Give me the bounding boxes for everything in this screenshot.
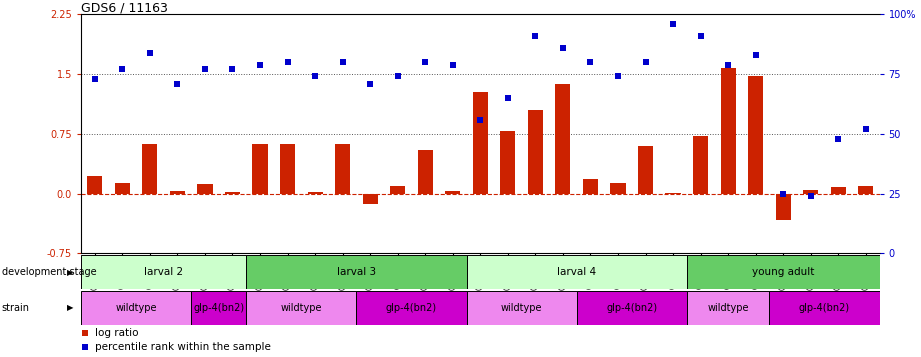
Point <box>775 191 790 196</box>
Text: ▶: ▶ <box>67 268 74 277</box>
Bar <box>803 191 818 193</box>
Bar <box>831 187 845 193</box>
Bar <box>748 76 764 193</box>
Bar <box>81 255 246 289</box>
Point <box>170 81 185 86</box>
Bar <box>858 186 873 193</box>
Text: development stage: development stage <box>2 267 97 277</box>
Point <box>555 45 570 51</box>
Bar <box>391 186 405 193</box>
Text: larval 3: larval 3 <box>337 267 376 277</box>
Bar <box>115 183 130 193</box>
Text: glp-4(bn2): glp-4(bn2) <box>606 303 658 313</box>
Text: glp-4(bn2): glp-4(bn2) <box>193 303 244 313</box>
Point <box>611 74 625 79</box>
Text: larval 2: larval 2 <box>144 267 183 277</box>
Bar <box>693 136 708 193</box>
Point <box>721 62 736 67</box>
Bar <box>687 255 880 289</box>
Point <box>143 50 157 55</box>
Point <box>583 59 598 65</box>
Point <box>308 74 322 79</box>
Bar <box>555 84 570 193</box>
Point <box>225 66 239 72</box>
Bar <box>775 193 791 220</box>
Bar <box>472 92 488 193</box>
Text: strain: strain <box>2 303 29 313</box>
Bar <box>356 291 467 325</box>
Bar <box>246 291 356 325</box>
Point <box>858 126 873 132</box>
Bar <box>500 131 516 193</box>
Point <box>528 33 542 39</box>
Point <box>831 136 845 141</box>
Text: glp-4(bn2): glp-4(bn2) <box>386 303 437 313</box>
Text: glp-4(bn2): glp-4(bn2) <box>799 303 850 313</box>
Text: ▶: ▶ <box>67 303 74 312</box>
Bar <box>769 291 880 325</box>
Bar <box>280 144 295 193</box>
Point <box>363 81 378 86</box>
Bar <box>169 191 185 193</box>
Point <box>198 66 213 72</box>
Point <box>87 76 102 82</box>
Point <box>500 95 515 101</box>
Bar <box>335 144 350 193</box>
Point <box>694 33 708 39</box>
Text: wildtype: wildtype <box>281 303 322 313</box>
Point <box>446 62 460 67</box>
Bar <box>143 144 157 193</box>
Text: wildtype: wildtype <box>707 303 749 313</box>
Text: wildtype: wildtype <box>115 303 157 313</box>
Point <box>77 331 92 336</box>
Bar <box>363 193 378 204</box>
Text: young adult: young adult <box>752 267 814 277</box>
Text: GDS6 / 11163: GDS6 / 11163 <box>81 1 168 14</box>
Bar <box>192 291 246 325</box>
Bar <box>197 184 213 193</box>
Bar <box>720 68 736 193</box>
Bar <box>577 291 687 325</box>
Bar <box>87 176 102 193</box>
Bar <box>81 291 192 325</box>
Bar <box>308 192 322 193</box>
Point <box>803 193 818 199</box>
Bar <box>417 150 433 193</box>
Bar <box>246 255 467 289</box>
Bar <box>638 146 653 193</box>
Point <box>115 66 130 72</box>
Point <box>252 62 267 67</box>
Point <box>418 59 433 65</box>
Bar <box>225 192 240 193</box>
Bar <box>467 255 687 289</box>
Point <box>473 117 488 122</box>
Point <box>638 59 653 65</box>
Text: wildtype: wildtype <box>501 303 542 313</box>
Bar <box>687 291 769 325</box>
Point <box>280 59 295 65</box>
Bar <box>252 144 268 193</box>
Text: larval 4: larval 4 <box>557 267 596 277</box>
Bar <box>583 179 598 193</box>
Bar <box>611 183 625 193</box>
Point <box>77 344 92 350</box>
Text: percentile rank within the sample: percentile rank within the sample <box>96 342 272 352</box>
Point <box>391 74 405 79</box>
Bar <box>467 291 577 325</box>
Point <box>335 59 350 65</box>
Bar <box>445 191 460 193</box>
Point <box>666 21 681 27</box>
Bar <box>528 110 543 193</box>
Point <box>748 52 763 58</box>
Text: log ratio: log ratio <box>96 328 139 338</box>
